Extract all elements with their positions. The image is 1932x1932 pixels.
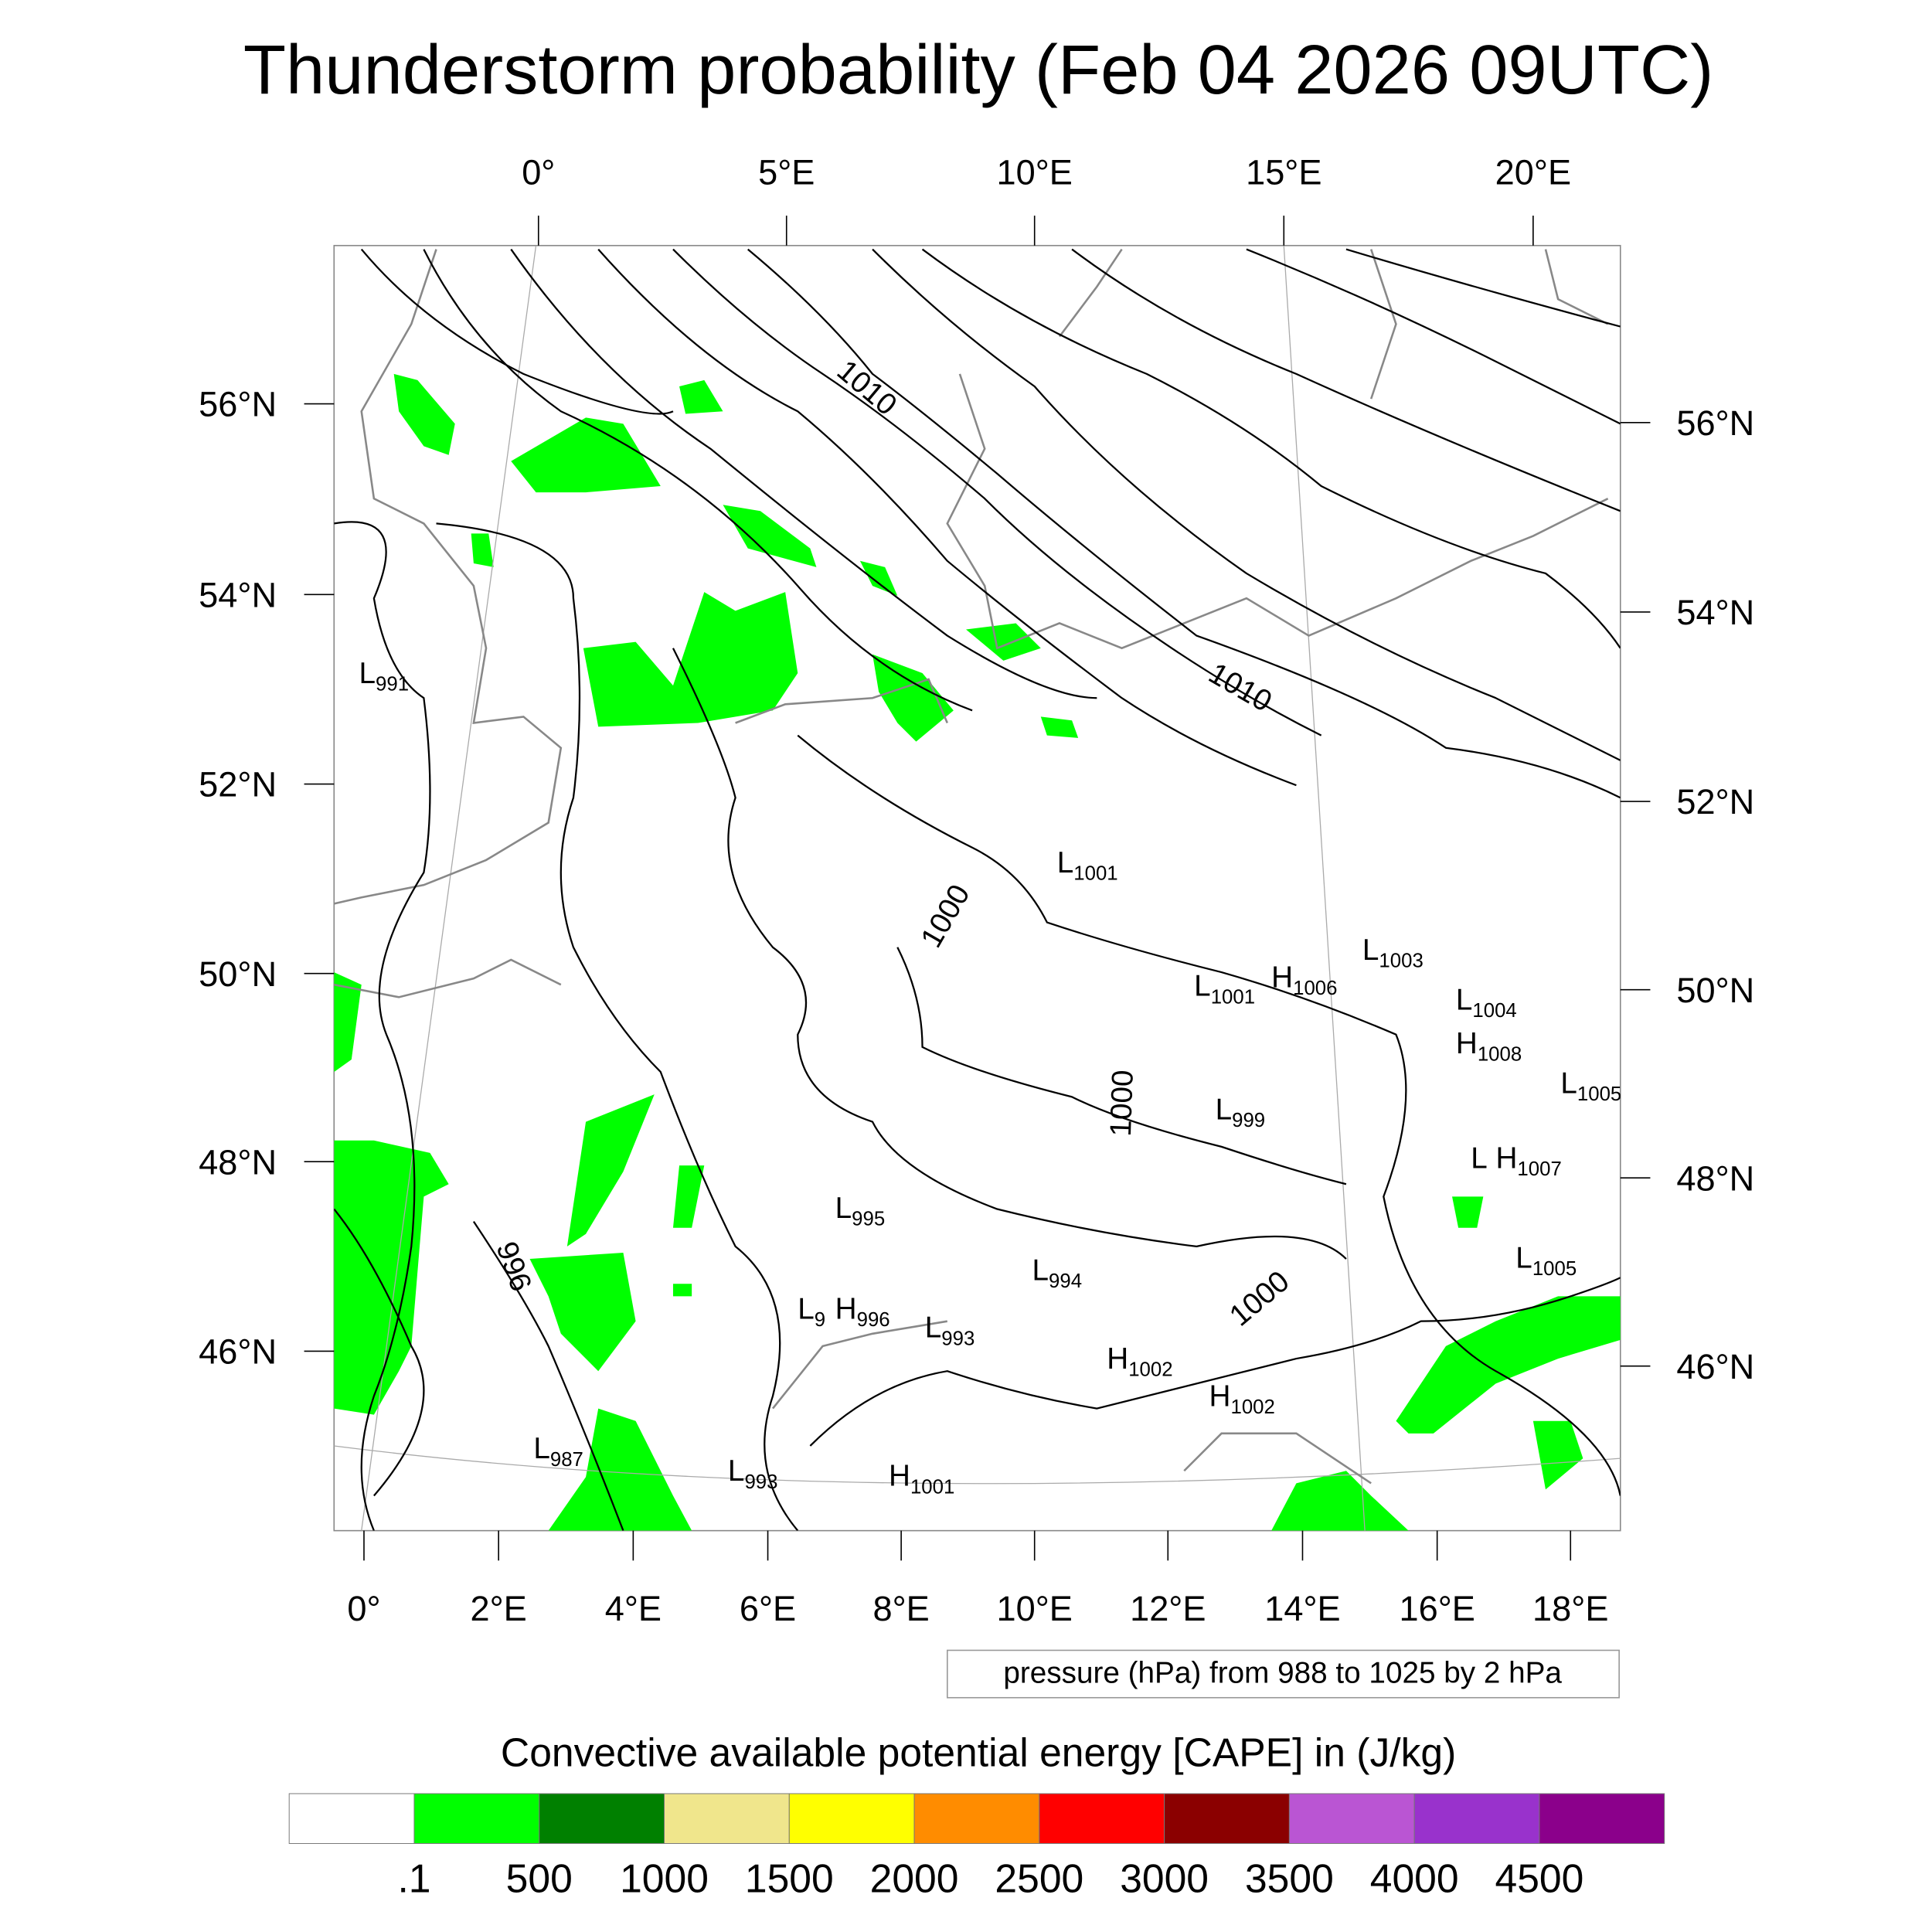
colorbar-swatch [1288,1793,1415,1844]
top-lon-label: 5°E [758,153,815,192]
right-lat-label: 56°N [1676,403,1754,443]
colorbar-swatch [1539,1793,1665,1844]
cape-area [679,379,723,414]
left-lat-label: 48°N [199,1142,277,1182]
colorbar-swatch [413,1793,540,1844]
colorbar-swatch [1164,1793,1290,1844]
colorbar-label: 2000 [870,1855,959,1900]
cape-area [1271,1471,1409,1531]
colorbar-label: 1500 [745,1855,834,1900]
cape-area [859,560,898,596]
contour-info-text: pressure (hPa) from 988 to 1025 by 2 hPa [1003,1656,1562,1689]
cape-area [672,1165,705,1228]
top-lon-label: 15°E [1246,153,1321,192]
bottom-lon-label: 2°E [471,1589,527,1628]
contour-info-box: pressure (hPa) from 988 to 1025 by 2 hPa [946,1649,1620,1699]
cape-area [334,972,362,1073]
colorbar-label: .1 [397,1855,430,1900]
cape-fill-areas [334,373,1621,1531]
colorbar-label: 3000 [1120,1855,1209,1900]
cape-area [1452,1196,1484,1228]
colorbar-label: 1000 [620,1855,709,1900]
colorbar-title: Convective available potential energy [C… [501,1730,1456,1774]
left-lat-label: 50°N [199,954,277,994]
right-lat-label: 50°N [1676,971,1754,1010]
bottom-lon-label: 4°E [605,1589,662,1628]
colorbar-label: 500 [506,1855,573,1900]
bottom-lon-label: 10°E [997,1589,1073,1628]
bottom-lon-label: 16°E [1399,1589,1475,1628]
right-lat-label: 54°N [1676,593,1754,632]
bottom-lon-label: 8°E [872,1589,929,1628]
colorbar-swatch [788,1793,915,1844]
axis-ticks [304,216,1651,1561]
colorbar-label: 3500 [1245,1855,1334,1900]
colorbar-swatch [1413,1793,1540,1844]
isobar-label: 1000 [1104,1070,1140,1138]
left-lat-label: 56°N [199,385,277,424]
bottom-lon-label: 18°E [1532,1589,1608,1628]
figure-title: Thunderstorm probability (Feb 04 2026 09… [243,31,1713,109]
axis-labels: 0° 5°E 10°E 15°E 20°E 0° 2°E 4°E 6°E 8°E 10°E 12°E 1… [199,153,1754,1628]
colorbar-swatch [288,1793,415,1844]
colorbar-label: 4500 [1495,1855,1584,1900]
colorbar: .1 500 1000 1500 2000 2500 3000 3500 4000 4500 [288,1793,1665,1900]
colorbar-swatch [664,1793,790,1844]
colorbar-label: 2500 [995,1855,1083,1900]
colorbar-swatch [539,1793,665,1844]
top-lon-label: 10°E [997,153,1073,192]
right-lat-label: 52°N [1676,782,1754,821]
cape-area [511,417,661,493]
top-lon-label: 0° [522,153,555,192]
top-lon-label: 20°E [1495,153,1571,192]
left-lat-label: 54°N [199,575,277,614]
cape-area [548,1408,692,1531]
cape-area [1532,1420,1583,1490]
right-lat-label: 46°N [1676,1347,1754,1386]
bottom-lon-label: 0° [347,1589,380,1628]
cape-area [471,533,494,567]
colorbar-swatch [1039,1793,1165,1844]
bottom-lon-label: 12°E [1130,1589,1206,1628]
bottom-lon-label: 14°E [1264,1589,1340,1628]
cape-area [529,1252,636,1372]
cape-area [1396,1296,1621,1434]
left-lat-label: 52°N [199,765,277,804]
bottom-lon-label: 6°E [740,1589,796,1628]
cape-area [872,654,954,742]
right-lat-label: 48°N [1676,1158,1754,1198]
cape-area [334,1140,449,1415]
cape-area [672,1284,692,1297]
cape-area [966,623,1041,661]
left-lat-label: 46°N [199,1332,277,1372]
map-frame [333,244,1621,1532]
cape-area [583,592,798,727]
pressure-center-low: L [1471,1141,1488,1175]
cape-area [393,373,455,455]
cape-area [1040,716,1079,738]
colorbar-swatch [913,1793,1040,1844]
graticule [334,245,1621,1531]
colorbar-label: 4000 [1370,1855,1459,1900]
cape-area [723,505,817,567]
pressure-isobars [334,248,1621,1531]
cape-area [566,1094,655,1247]
